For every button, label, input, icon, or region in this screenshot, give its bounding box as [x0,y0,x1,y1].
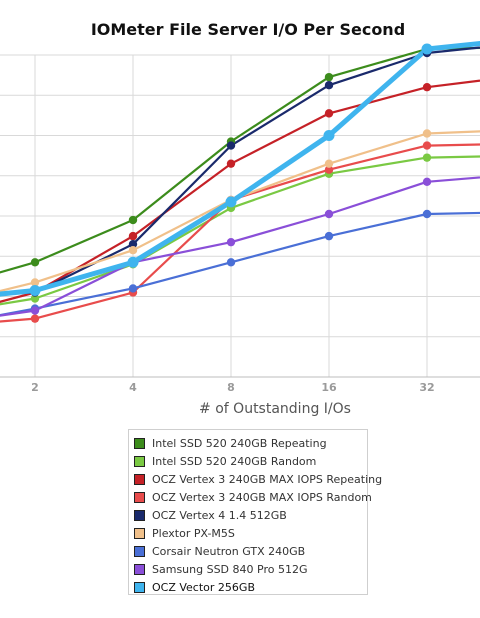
data-point [128,284,138,293]
data-point [226,141,236,150]
legend-item: Plextor PX-M5S [134,524,367,542]
legend-label: OCZ Vertex 3 240GB MAX IOPS Repeating [152,472,383,486]
series-points [29,43,433,323]
data-point [30,306,40,315]
data-point [30,258,40,267]
legend-item: OCZ Vertex 3 240GB MAX IOPS Repeating [134,470,382,488]
series-line [0,46,480,274]
data-point [324,80,334,90]
tick-labels: 2 4 8 16 32 [31,381,434,394]
data-point [422,177,432,186]
data-point [422,141,432,150]
data-point [225,196,237,208]
data-point [324,231,334,241]
data-point [29,284,41,296]
x-axis-label: # of Outstanding I/Os [199,401,351,417]
legend-item: OCZ Vector 256GB [134,578,367,596]
legend-item: Samsung SSD 840 Pro 512G [134,560,367,578]
x-tick-label: 4 [129,381,137,394]
data-point [127,256,139,268]
data-point [128,231,138,241]
data-point [226,159,236,168]
legend-label: OCZ Vector 256GB [152,580,255,594]
legend-swatch [134,581,145,593]
legend-item: OCZ Vertex 3 240GB MAX IOPS Random [134,488,372,506]
x-tick-label: 32 [419,381,434,394]
data-point [422,83,432,92]
legend-swatch [134,527,145,539]
series-line [0,46,480,296]
data-point [128,215,138,225]
legend-label: Plextor PX-M5S [152,526,235,540]
legend-swatch [134,563,145,575]
data-point [422,129,432,138]
data-point [422,209,432,219]
legend-swatch [134,455,145,467]
data-point [30,314,40,323]
legend-swatch [134,473,145,485]
legend-label: Intel SSD 520 240GB Random [152,454,317,468]
data-point [128,239,138,249]
series-line [0,155,480,306]
data-point [422,153,432,162]
data-point [30,278,40,287]
data-point [226,258,236,267]
legend-swatch [134,491,145,503]
legend: Intel SSD 520 240GB Repeating Intel SSD 5… [128,429,382,596]
data-point [421,43,433,55]
data-point [226,237,236,247]
legend-item: Corsair Neutron GTX 240GB [134,542,367,560]
series-line [0,143,480,323]
data-point [324,159,334,168]
chart-plot: 2 4 8 16 32 # of Outstanding I/Os [0,41,480,417]
data-point [30,294,40,303]
chart-title: IOMeter File Server I/O Per Second [90,20,406,39]
legend-swatch [134,509,145,521]
legend-label: Samsung SSD 840 Pro 512G [152,562,308,576]
data-point [324,109,334,118]
legend-item: OCZ Vertex 4 1.4 512GB [134,506,367,524]
legend-item: Intel SSD 520 240GB Repeating [134,434,367,452]
legend-swatch [134,437,145,449]
legend-label: Intel SSD 520 240GB Repeating [152,436,327,450]
legend-swatch [134,545,145,557]
legend-label: OCZ Vertex 4 1.4 512GB [152,508,287,522]
data-point [128,246,138,255]
legend-label: OCZ Vertex 3 240GB MAX IOPS Random [152,490,372,504]
x-tick-label: 2 [31,381,39,394]
x-tick-label: 16 [321,381,337,394]
series-lines [0,41,480,323]
x-tick-label: 8 [227,381,235,394]
legend-item: Intel SSD 520 240GB Random [134,452,367,470]
series-line [0,41,480,297]
data-point [324,72,334,82]
data-point [324,165,334,174]
data-point [323,130,335,141]
grid-lines [0,54,480,378]
data-point [324,209,334,219]
legend-label: Corsair Neutron GTX 240GB [152,544,306,558]
